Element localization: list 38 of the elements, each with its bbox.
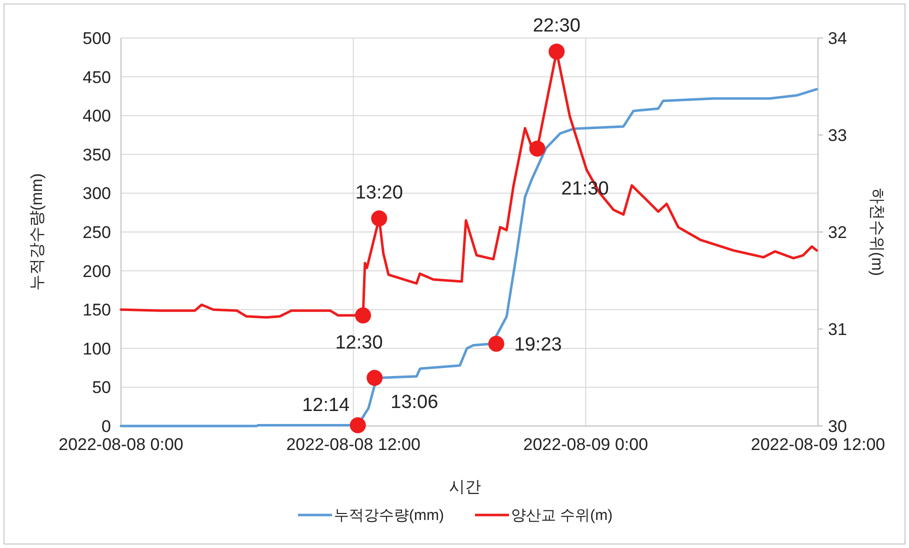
point: [529, 140, 546, 157]
y-tick-label: 50: [92, 378, 111, 398]
annotation: 12:30: [335, 332, 383, 354]
y2-tick-label: 30: [828, 417, 847, 436]
y-tick-label: 150: [82, 300, 111, 320]
y-tick-label: 0: [102, 417, 111, 436]
point: [488, 336, 504, 352]
point: [371, 210, 388, 226]
y-tick-label: 350: [82, 145, 111, 164]
y-tick-label: 250: [82, 223, 111, 242]
y2-tick-label: 31: [828, 320, 847, 339]
x-tick-label: 2022-08-08 0:00: [58, 435, 184, 454]
y-tick-label: 500: [82, 29, 111, 48]
point: [366, 370, 383, 386]
y-tick-label: 300: [82, 184, 111, 204]
annotation: 19:23: [514, 334, 562, 356]
y-tick-label: 400: [82, 106, 111, 126]
annotation: 22:30: [532, 16, 580, 37]
y-tick-label: 450: [82, 68, 111, 87]
y2-tick-label: 34: [828, 29, 847, 48]
y-tick-label: 100: [82, 339, 111, 358]
y2-axis-title: 하천수위(m): [868, 188, 885, 276]
x-axis-title: 시간: [449, 479, 481, 496]
annotation: 13:06: [390, 392, 438, 413]
point: [350, 417, 366, 434]
x-tick-label: 2022-08-09 0:00: [523, 435, 648, 454]
annotation: 13:20: [355, 182, 403, 204]
legend-label: 양산교 수위(m): [511, 507, 613, 524]
y-axis-title: 누적강수량(mm): [29, 173, 46, 291]
x-tick-label: 2022-08-08 12:00: [286, 435, 420, 454]
point: [548, 44, 565, 60]
legend-label: 누적강수량(mm): [334, 507, 444, 524]
annotation: 12:14: [302, 395, 350, 416]
y2-tick-label: 32: [828, 223, 847, 242]
x-tick-label: 2022-08-09 12:00: [750, 435, 886, 454]
y2-tick-label: 33: [828, 126, 847, 145]
y-tick-label: 200: [82, 262, 111, 281]
point: [355, 307, 372, 324]
